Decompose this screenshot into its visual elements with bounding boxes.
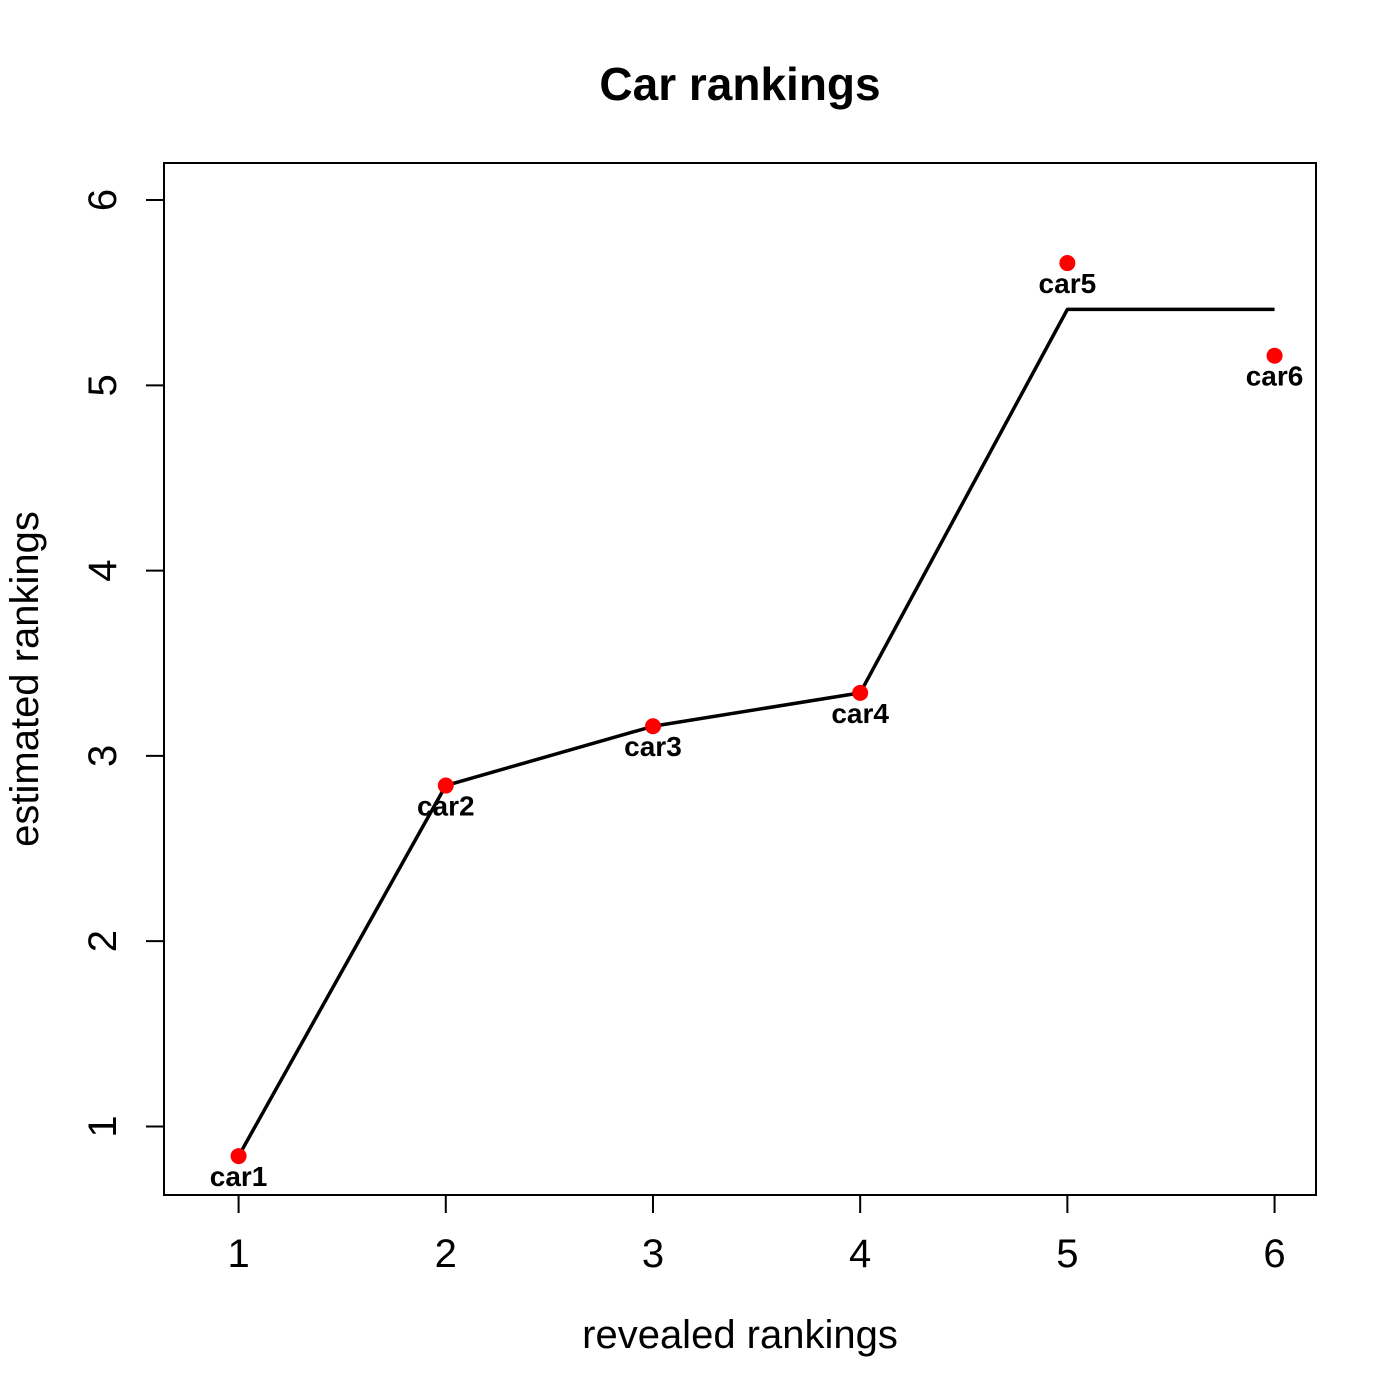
x-tick-label: 6 <box>1263 1232 1285 1276</box>
x-tick-label: 4 <box>849 1232 871 1276</box>
y-tick-label: 6 <box>81 189 125 211</box>
point-label-car1: car1 <box>210 1161 268 1192</box>
points-layer <box>230 255 1283 1165</box>
plot-frame <box>163 162 1317 1196</box>
y-tick-label: 1 <box>81 1115 125 1137</box>
data-point-car1 <box>230 1148 247 1165</box>
y-tick-label: 2 <box>81 930 125 952</box>
x-tick-label: 1 <box>227 1232 249 1276</box>
point-label-car2: car2 <box>417 791 475 822</box>
point-label-car6: car6 <box>1246 361 1304 392</box>
fit-line <box>237 307 1275 1157</box>
data-point-car5 <box>1059 255 1076 272</box>
data-point-car3 <box>644 718 661 735</box>
x-tick-label: 5 <box>1056 1232 1078 1276</box>
y-axis-label: estimated rankings <box>3 511 47 847</box>
y-tick-label: 4 <box>81 559 125 581</box>
point-labels-layer: car1 car2 car3 car4 car5 car6 <box>210 268 1304 1192</box>
x-tick-label: 3 <box>642 1232 664 1276</box>
data-point-car6 <box>1266 347 1283 364</box>
data-point-car2 <box>437 777 454 794</box>
point-label-car3: car3 <box>624 731 682 762</box>
x-axis-label: revealed rankings <box>582 1313 898 1357</box>
point-label-car5: car5 <box>1039 268 1097 299</box>
y-tick-label: 3 <box>81 745 125 767</box>
chart-title: Car rankings <box>599 58 880 110</box>
x-axis-ticks: 1 2 3 4 5 6 <box>227 1194 1286 1276</box>
fit-line-layer <box>237 307 1275 1157</box>
y-axis-ticks: 1 2 3 4 5 6 <box>81 189 165 1138</box>
point-label-car4: car4 <box>831 698 889 729</box>
data-point-car4 <box>852 684 869 701</box>
y-tick-label: 5 <box>81 374 125 396</box>
x-tick-label: 2 <box>435 1232 457 1276</box>
